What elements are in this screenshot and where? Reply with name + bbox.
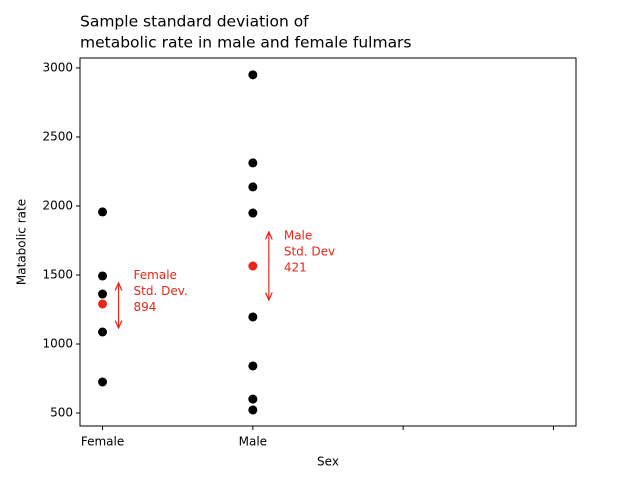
y-tick-label: 500: [50, 406, 73, 420]
point: [98, 299, 108, 309]
point: [248, 182, 258, 192]
y-tick-label: 3000: [42, 60, 73, 74]
x-tick-label: Male: [239, 435, 267, 449]
point: [98, 289, 108, 299]
point: [98, 327, 108, 337]
annotation-text: 421: [284, 260, 307, 274]
point: [248, 405, 258, 415]
point: [98, 207, 108, 217]
point: [248, 394, 258, 404]
point: [248, 361, 258, 371]
point: [248, 312, 258, 322]
point: [98, 271, 108, 281]
annotation-text: Std. Dev: [284, 244, 335, 258]
annotation-text: Female: [134, 268, 177, 282]
annotation-text: Male: [284, 228, 312, 242]
chart-title: metabolic rate in male and female fulmar…: [80, 34, 412, 52]
annotation-text: 894: [134, 300, 157, 314]
point: [248, 70, 258, 80]
point: [248, 158, 258, 168]
plot-frame: [79, 57, 577, 427]
x-axis-label: Sex: [317, 455, 339, 469]
y-tick-label: 1000: [42, 337, 73, 351]
point: [248, 208, 258, 218]
y-axis-label: Matabolic rate: [15, 199, 29, 285]
point: [98, 377, 108, 387]
y-tick-label: 1500: [42, 267, 73, 281]
x-tick-label: Female: [81, 435, 124, 449]
y-tick-label: 2500: [42, 129, 73, 143]
chart-title: Sample standard deviation of: [80, 13, 309, 31]
annotation-text: Std. Dev.: [134, 284, 188, 298]
point: [248, 261, 258, 271]
y-tick-label: 2000: [42, 198, 73, 212]
